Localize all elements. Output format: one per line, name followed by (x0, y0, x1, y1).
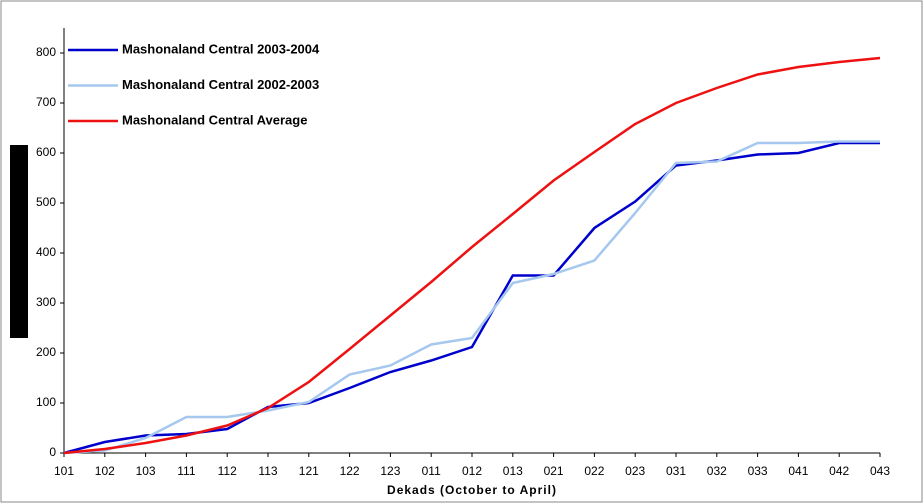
y-tick-label: 400 (36, 245, 56, 259)
x-tick-label: 121 (299, 464, 319, 478)
x-tick-label: 111 (177, 464, 196, 478)
x-tick-label: 043 (870, 464, 890, 478)
x-tick-label: 122 (340, 464, 360, 478)
x-tick-label: 022 (584, 464, 604, 478)
series-line (63, 140, 880, 455)
x-tick-label: 102 (95, 464, 115, 478)
x-tick-label: 023 (625, 464, 645, 478)
x-tick-label: 123 (380, 464, 400, 478)
legend-label: Mashonaland Central Average (122, 112, 307, 127)
x-tick-label: 032 (707, 464, 727, 478)
y-tick-label: 100 (36, 395, 56, 409)
y-tick-label: 600 (36, 145, 56, 159)
x-tick-label: 011 (422, 464, 441, 478)
x-tick-label: 033 (748, 464, 768, 478)
x-tick-label: 021 (544, 464, 564, 478)
legend-label: Mashonaland Central 2002-2003 (122, 77, 319, 92)
x-tick-label: 031 (666, 464, 686, 478)
y-tick-label: 700 (36, 95, 56, 109)
x-tick-label: 041 (788, 464, 808, 478)
legend-label: Mashonaland Central 2003-2004 (122, 41, 320, 56)
y-tick-label: 500 (36, 195, 56, 209)
x-tick-label: 012 (462, 464, 482, 478)
x-tick-label: 101 (54, 464, 74, 478)
y-tick-label: 0 (49, 445, 56, 459)
redacted-axis-label (10, 145, 28, 338)
x-axis-title: Dekads (October to April) (387, 483, 557, 497)
x-tick-label: 112 (218, 464, 237, 478)
y-tick-label: 300 (36, 295, 56, 309)
y-tick-label: 200 (36, 345, 56, 359)
x-tick-label: 013 (503, 464, 523, 478)
x-tick-label: 103 (136, 464, 156, 478)
x-tick-label: 042 (829, 464, 849, 478)
series-line (63, 56, 881, 455)
x-tick-label: 113 (258, 464, 277, 478)
y-tick-label: 800 (36, 45, 56, 59)
